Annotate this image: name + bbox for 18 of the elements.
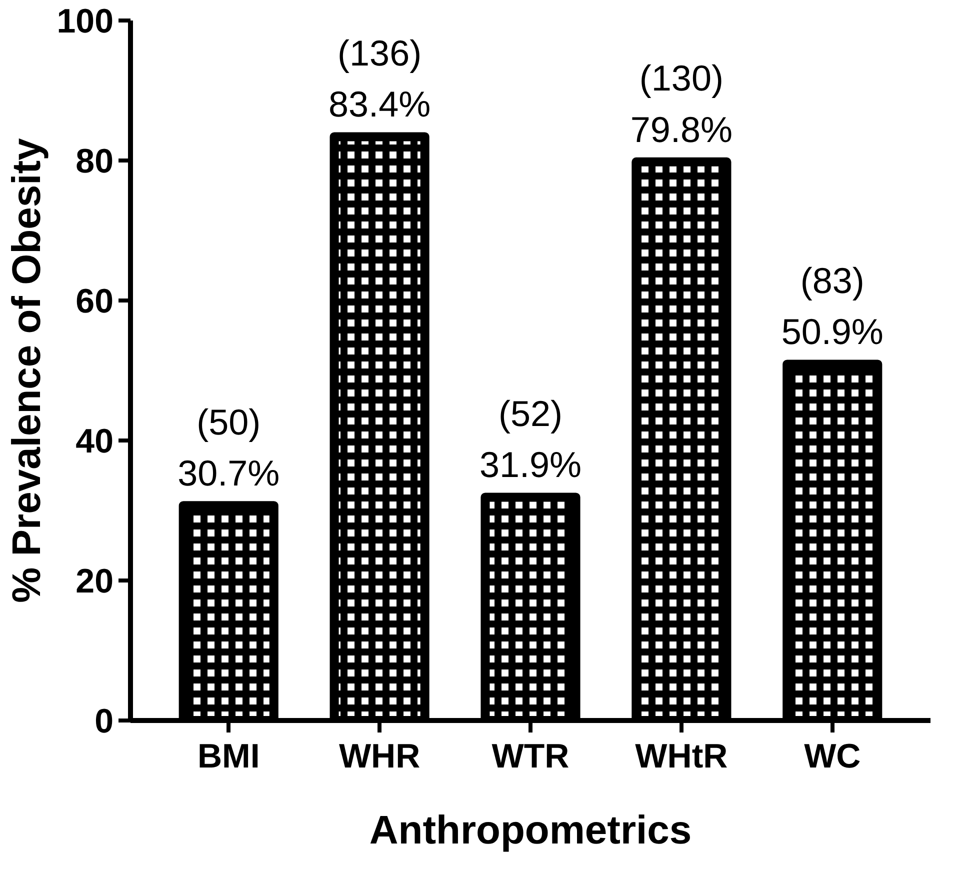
data-label: (83) 50.9% [781, 260, 884, 352]
data-label: (136) 83.4% [328, 32, 431, 125]
y-tick-label: 40 [76, 422, 114, 460]
x-tick-label: WHtR [635, 738, 728, 776]
x-axis-title: Anthropometrics [369, 808, 692, 852]
y-tick-label: 100 [56, 2, 114, 40]
y-tick-label: 80 [76, 142, 114, 180]
y-tick-label: 60 [76, 282, 114, 320]
x-tick-label: BMI [197, 738, 260, 776]
data-label: (52) 31.9% [479, 392, 582, 486]
y-tick-label: 20 [76, 562, 114, 600]
data-label: (50) 30.7% [178, 401, 280, 494]
x-tick-label: WTR [492, 738, 570, 776]
x-tick-label: WC [804, 738, 861, 776]
y-axis-title: % Prevalence of Obesity [4, 137, 49, 603]
data-label: (130) 79.8% [630, 58, 732, 150]
y-tick-label: 0 [94, 702, 114, 740]
x-tick-label: WHR [338, 738, 420, 776]
